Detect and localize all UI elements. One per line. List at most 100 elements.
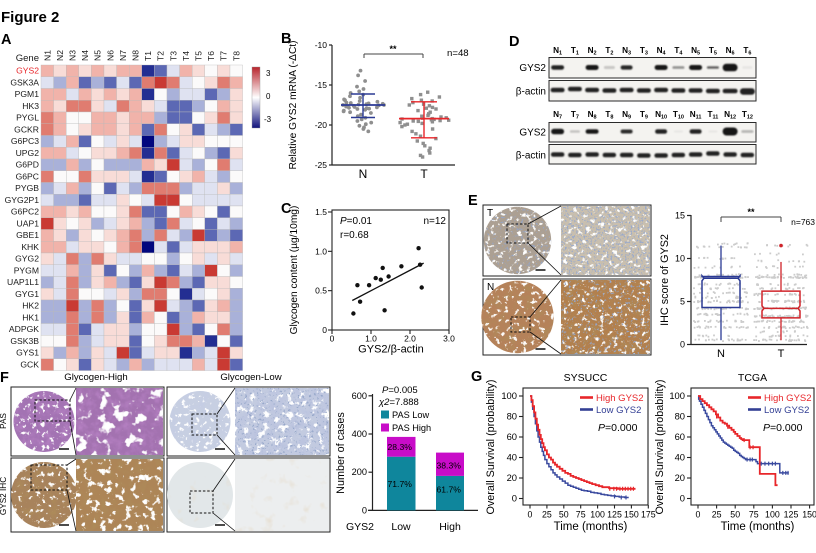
svg-text:10: 10 xyxy=(675,254,685,264)
svg-text:High GYS2: High GYS2 xyxy=(764,393,812,404)
svg-text:125: 125 xyxy=(784,510,799,520)
svg-text:N5: N5 xyxy=(93,50,103,61)
svg-text:r=0.68: r=0.68 xyxy=(340,230,369,241)
svg-text:High GYS2: High GYS2 xyxy=(596,393,644,404)
svg-text:T4: T4 xyxy=(674,46,683,57)
svg-text:0: 0 xyxy=(696,510,701,520)
svg-text:P=0.000: P=0.000 xyxy=(763,422,803,434)
svg-text:T7: T7 xyxy=(571,110,579,121)
svg-text:β-actin: β-actin xyxy=(516,151,546,162)
svg-text:UAP1: UAP1 xyxy=(17,218,40,228)
svg-text:Number of cases: Number of cases xyxy=(335,412,347,494)
svg-text:SYSUCC: SYSUCC xyxy=(564,372,608,384)
svg-text:100: 100 xyxy=(669,390,685,401)
svg-text:N: N xyxy=(359,167,368,181)
svg-text:1.5: 1.5 xyxy=(315,207,327,217)
svg-text:50: 50 xyxy=(730,510,740,520)
svg-text:N6: N6 xyxy=(105,50,115,61)
svg-text:T4: T4 xyxy=(181,51,191,61)
svg-text:N1: N1 xyxy=(553,46,562,57)
svg-text:GYG2: GYG2 xyxy=(15,254,39,264)
svg-text:20: 20 xyxy=(507,472,517,483)
svg-text:60: 60 xyxy=(507,431,517,442)
svg-text:GYS2: GYS2 xyxy=(519,128,546,139)
svg-text:GYS2 IHC: GYS2 IHC xyxy=(0,477,8,515)
svg-text:N9: N9 xyxy=(622,110,631,121)
svg-text:0: 0 xyxy=(330,334,335,344)
svg-text:IHC score of GYS2: IHC score of GYS2 xyxy=(659,234,671,326)
svg-text:PAS High: PAS High xyxy=(392,423,431,433)
svg-text:1.0: 1.0 xyxy=(315,246,327,256)
svg-text:N10: N10 xyxy=(655,110,667,121)
svg-text:T5: T5 xyxy=(194,51,204,61)
svg-text:N4: N4 xyxy=(657,46,667,57)
svg-text:GYS2: GYS2 xyxy=(16,66,39,76)
svg-text:5: 5 xyxy=(680,297,685,307)
svg-text:P=0.005: P=0.005 xyxy=(382,385,418,396)
svg-text:15: 15 xyxy=(675,211,685,221)
svg-text:0: 0 xyxy=(512,493,517,504)
svg-text:GYS1: GYS1 xyxy=(16,348,39,358)
svg-text:G6PC3: G6PC3 xyxy=(11,136,39,146)
svg-text:25: 25 xyxy=(542,510,552,520)
svg-text:PAS Low: PAS Low xyxy=(392,410,429,420)
svg-text:T12: T12 xyxy=(742,110,753,121)
svg-text:G6PC2: G6PC2 xyxy=(11,207,39,217)
svg-text:-15: -15 xyxy=(315,80,328,90)
svg-text:T9: T9 xyxy=(640,110,648,121)
svg-text:N2: N2 xyxy=(588,46,597,57)
svg-text:χ2=7.888: χ2=7.888 xyxy=(378,397,419,408)
svg-text:N: N xyxy=(717,348,725,360)
svg-text:N8: N8 xyxy=(588,110,597,121)
svg-text:Glycogen-Low: Glycogen-Low xyxy=(220,372,281,383)
svg-text:T5: T5 xyxy=(709,46,717,57)
svg-text:T: T xyxy=(778,348,785,360)
svg-text:N3: N3 xyxy=(622,46,631,57)
svg-text:Low GYS2: Low GYS2 xyxy=(764,405,809,416)
svg-text:GCK: GCK xyxy=(20,359,39,369)
svg-text:N7: N7 xyxy=(118,50,128,61)
svg-text:0: 0 xyxy=(680,340,685,350)
svg-text:N7: N7 xyxy=(553,110,562,121)
svg-text:Relative GYS2 mRNA (-ΔCt): Relative GYS2 mRNA (-ΔCt) xyxy=(288,40,299,169)
svg-text:N1: N1 xyxy=(42,50,52,61)
svg-text:Overall Survival (probability): Overall Survival (probability) xyxy=(654,379,666,514)
svg-text:0: 0 xyxy=(322,325,327,335)
svg-text:20: 20 xyxy=(675,472,685,483)
svg-text:T10: T10 xyxy=(673,110,684,121)
svg-text:GSK3B: GSK3B xyxy=(10,336,39,346)
svg-text:0: 0 xyxy=(680,493,685,504)
svg-text:β-actin: β-actin xyxy=(516,87,546,98)
svg-text:TCGA: TCGA xyxy=(738,372,767,384)
svg-text:150: 150 xyxy=(802,510,816,520)
svg-text:0: 0 xyxy=(528,510,533,520)
svg-text:100: 100 xyxy=(501,390,517,401)
svg-text:T: T xyxy=(487,208,493,219)
svg-text:-25: -25 xyxy=(315,160,328,170)
svg-text:80: 80 xyxy=(507,411,517,422)
svg-text:N11: N11 xyxy=(690,110,702,121)
svg-text:38.3%: 38.3% xyxy=(437,461,462,471)
svg-text:PYGL: PYGL xyxy=(16,113,39,123)
svg-text:100: 100 xyxy=(765,510,780,520)
svg-text:400: 400 xyxy=(352,429,367,439)
svg-text:N5: N5 xyxy=(691,46,700,57)
svg-text:PYGM: PYGM xyxy=(14,265,39,275)
svg-text:T2: T2 xyxy=(605,46,613,57)
svg-text:P=0.01: P=0.01 xyxy=(340,216,372,227)
svg-text:0: 0 xyxy=(362,505,367,515)
svg-text:T2: T2 xyxy=(156,51,166,61)
svg-text:0.5: 0.5 xyxy=(315,286,327,296)
svg-text:3.0: 3.0 xyxy=(443,334,455,344)
svg-text:T6: T6 xyxy=(743,46,751,57)
svg-text:N2: N2 xyxy=(55,50,65,61)
svg-text:N3: N3 xyxy=(68,50,78,61)
svg-text:T11: T11 xyxy=(707,110,718,121)
svg-text:HK1: HK1 xyxy=(22,312,39,322)
svg-text:3: 3 xyxy=(266,69,271,78)
svg-text:Gene: Gene xyxy=(16,53,39,64)
svg-text:PGM1: PGM1 xyxy=(15,89,40,99)
svg-text:Glycogen-High: Glycogen-High xyxy=(64,372,127,383)
svg-text:Time (months): Time (months) xyxy=(554,521,628,533)
svg-text:125: 125 xyxy=(607,510,622,520)
